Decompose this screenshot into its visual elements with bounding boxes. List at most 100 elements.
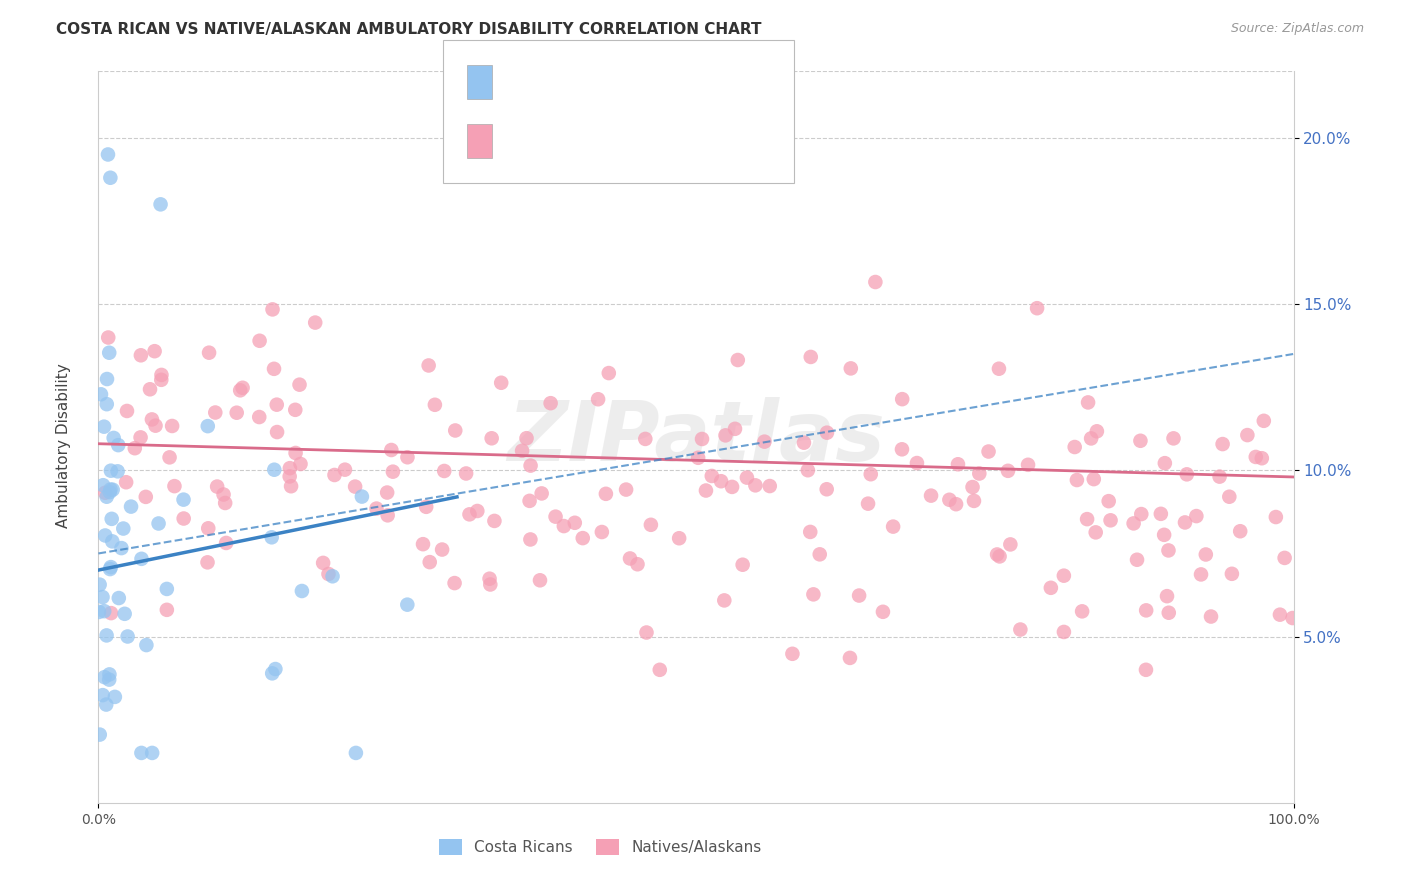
Text: -0.110: -0.110 xyxy=(540,132,599,150)
Point xyxy=(91,478,114,492)
Point xyxy=(1229,524,1251,539)
Point xyxy=(1264,510,1286,524)
Point xyxy=(529,574,551,588)
Point xyxy=(1175,467,1198,482)
Point xyxy=(636,625,658,640)
Point xyxy=(423,398,446,412)
Point xyxy=(291,584,314,599)
Point xyxy=(396,598,419,612)
Point xyxy=(104,690,127,704)
Point xyxy=(415,500,437,514)
Point xyxy=(839,361,862,376)
Point xyxy=(1199,609,1222,624)
Point xyxy=(1122,516,1144,531)
Point xyxy=(969,467,991,481)
Point xyxy=(107,591,129,605)
Point xyxy=(1076,512,1098,526)
Point xyxy=(800,350,823,364)
Point xyxy=(264,662,287,676)
Point xyxy=(197,521,219,535)
Point xyxy=(112,522,135,536)
Point xyxy=(91,590,114,604)
Text: 0.091: 0.091 xyxy=(540,73,592,91)
Point xyxy=(735,470,758,484)
Text: 195: 195 xyxy=(634,132,669,150)
Point xyxy=(412,537,434,551)
Point xyxy=(90,387,112,401)
Point xyxy=(1066,473,1088,487)
Point xyxy=(1250,451,1272,466)
Point xyxy=(626,558,648,572)
Text: R =: R = xyxy=(503,132,540,150)
Point xyxy=(103,431,125,445)
Point xyxy=(163,479,186,493)
Point xyxy=(120,500,142,514)
Legend: Costa Ricans, Natives/Alaskans: Costa Ricans, Natives/Alaskans xyxy=(433,833,768,861)
Text: Source: ZipAtlas.com: Source: ZipAtlas.com xyxy=(1230,22,1364,36)
Point xyxy=(197,419,219,434)
Point xyxy=(143,344,166,359)
Point xyxy=(350,490,373,504)
Point xyxy=(433,464,456,478)
Point xyxy=(1026,301,1049,315)
Point xyxy=(945,497,967,511)
Point xyxy=(96,372,118,386)
Point xyxy=(489,376,512,390)
Point xyxy=(1000,537,1022,551)
Point xyxy=(93,670,115,684)
Point xyxy=(986,548,1008,562)
Text: ZIPatlas: ZIPatlas xyxy=(508,397,884,477)
Point xyxy=(98,673,121,687)
Point xyxy=(519,494,541,508)
Point xyxy=(1281,611,1303,625)
Point xyxy=(977,444,1000,458)
Point xyxy=(159,450,181,465)
Point xyxy=(204,405,226,419)
Point xyxy=(1157,606,1180,620)
Point xyxy=(98,170,122,185)
Text: 57: 57 xyxy=(634,73,657,91)
Point xyxy=(1080,431,1102,445)
Point xyxy=(758,479,780,493)
Point xyxy=(1135,663,1157,677)
Point xyxy=(1153,456,1175,470)
Point xyxy=(1126,553,1149,567)
Point xyxy=(1185,509,1208,524)
Point xyxy=(634,432,657,446)
Point xyxy=(987,361,1010,376)
Point xyxy=(318,566,340,581)
Point xyxy=(1053,568,1076,582)
Point xyxy=(484,514,506,528)
Point xyxy=(107,464,129,478)
Point xyxy=(1218,490,1240,504)
Point xyxy=(815,483,838,497)
Point xyxy=(710,474,733,488)
Point xyxy=(418,359,440,373)
Point xyxy=(793,435,815,450)
Point xyxy=(946,457,969,471)
Point xyxy=(101,483,124,497)
Point xyxy=(198,345,221,359)
Point xyxy=(278,469,301,483)
Point xyxy=(614,483,637,497)
Point xyxy=(150,368,173,382)
Point xyxy=(284,446,307,460)
Point xyxy=(782,647,804,661)
Point xyxy=(540,396,562,410)
Point xyxy=(456,467,478,481)
Point xyxy=(815,425,838,440)
Point xyxy=(856,497,879,511)
Point xyxy=(1053,624,1076,639)
Point xyxy=(481,431,503,445)
Point xyxy=(96,628,118,642)
Point xyxy=(156,582,179,596)
Point xyxy=(101,534,124,549)
Point xyxy=(107,438,129,452)
Point xyxy=(145,418,167,433)
Point xyxy=(135,638,157,652)
Point xyxy=(754,434,776,449)
Point xyxy=(882,519,904,533)
Point xyxy=(249,334,271,348)
Point xyxy=(141,746,163,760)
Point xyxy=(262,666,284,681)
